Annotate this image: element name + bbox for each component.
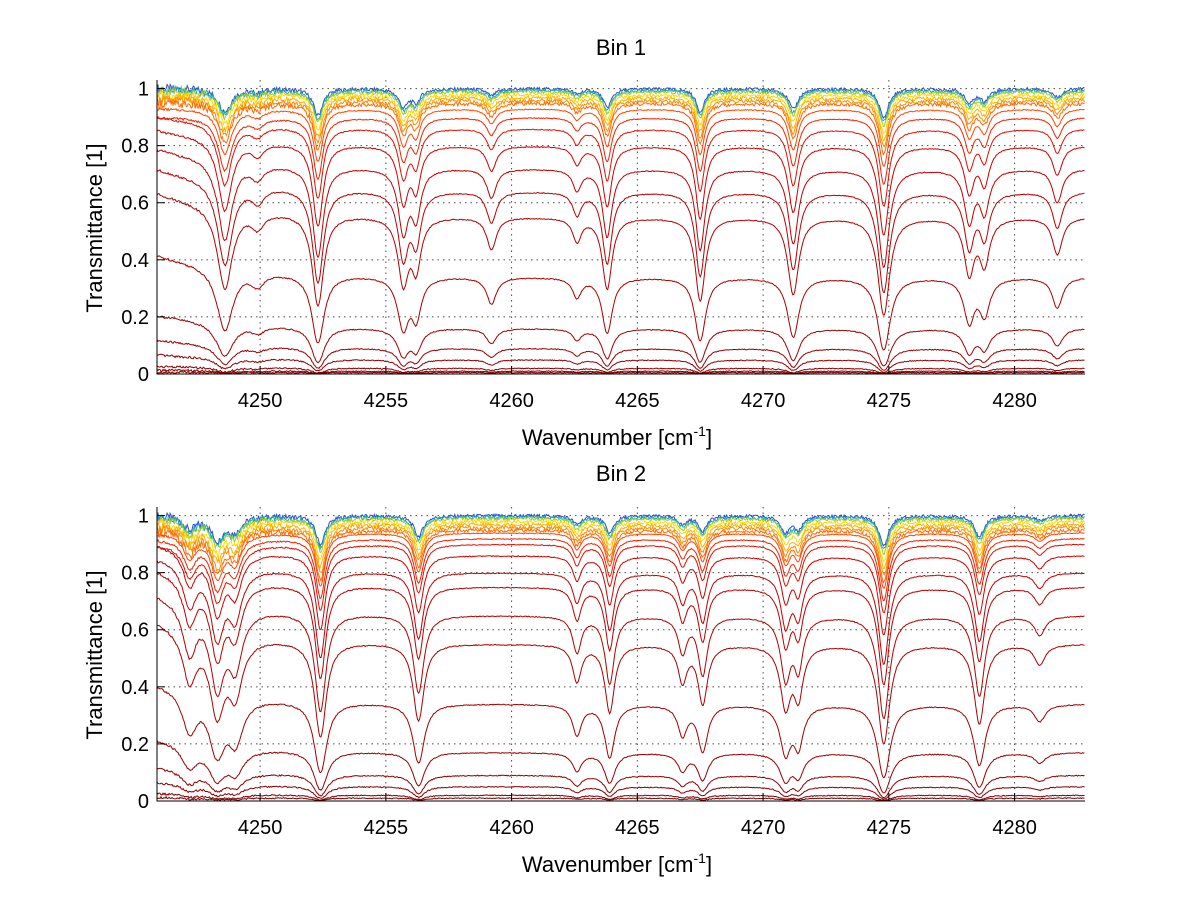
bin-2-y-axis-label: Transmittance [1]	[82, 570, 107, 739]
x-tick-label: 4265	[615, 390, 660, 412]
x-tick-label: 4250	[238, 390, 283, 412]
transmittance-series-5	[156, 93, 1085, 142]
bin-2-axes	[156, 507, 1085, 802]
transmittance-series-19	[156, 365, 1085, 374]
y-tick-label: 1	[138, 79, 149, 101]
transmittance-series-4	[156, 89, 1085, 136]
transmittance-series-16	[156, 315, 1085, 367]
x-tick-label: 4255	[364, 390, 409, 412]
bin-1-y-axis-label: Transmittance [1]	[82, 143, 107, 312]
x-tick-label: 4280	[992, 390, 1037, 412]
y-tick-label: 0.2	[121, 307, 149, 329]
axis-lines	[156, 80, 1085, 375]
transmittance-series-7	[156, 526, 1085, 585]
transmittance-series-20	[156, 368, 1085, 374]
transmittance-series-12	[156, 560, 1085, 666]
transmittance-series-18	[156, 353, 1085, 373]
bin-1-y-ticks: 0 0.2 0.4 0.6 0.8 1	[121, 79, 165, 386]
bin-1-x-axis-label: Wavenumber [cm-1]	[522, 423, 712, 450]
transmittance-series-8	[156, 532, 1085, 589]
bin-1-traces	[156, 82, 1085, 374]
transmittance-series-20	[156, 792, 1085, 801]
bin-1-axes	[156, 80, 1085, 375]
transmittance-series-16	[156, 686, 1085, 779]
transmittance-series-17	[156, 740, 1085, 794]
y-tick-label: 0.8	[121, 563, 149, 585]
y-tick-label: 0.6	[121, 193, 149, 215]
bin-2-x-axis-label: Wavenumber [cm-1]	[522, 850, 712, 877]
bin-2-panel: Bin 2 4250 4255 4260 4265 4270 4275 4280 00.20…	[82, 461, 1085, 877]
x-tick-label: 4275	[867, 390, 912, 412]
bin-2-grid	[157, 507, 1085, 802]
transmittance-series-13	[156, 168, 1085, 294]
transmittance-series-9	[156, 537, 1085, 602]
y-tick-label: 0.8	[121, 136, 149, 158]
y-tick-label: 0.4	[121, 250, 149, 272]
transmittance-series-4	[156, 517, 1085, 564]
x-tick-label: 4275	[867, 817, 912, 839]
bin-2-traces	[156, 511, 1085, 801]
bin-1-grid	[157, 80, 1085, 375]
transmittance-series-10	[156, 543, 1085, 614]
transmittance-series-6	[156, 95, 1085, 148]
x-tick-label: 4265	[615, 817, 660, 839]
transmittance-series-19	[156, 781, 1085, 800]
transmittance-series-18	[156, 767, 1085, 799]
transmittance-series-8	[157, 107, 1085, 167]
x-tick-label: 4260	[489, 817, 534, 839]
transmittance-series-14	[156, 192, 1085, 316]
transmittance-series-7	[156, 98, 1085, 156]
transmittance-series-21	[156, 795, 1085, 801]
x-tick-label: 4280	[992, 817, 1037, 839]
axis-lines	[156, 507, 1085, 802]
y-tick-label: 1	[138, 506, 149, 528]
x-tick-label: 4250	[238, 817, 283, 839]
transmittance-series-3	[156, 86, 1085, 128]
bin-2-title: Bin 2	[596, 461, 646, 486]
bin-2-x-ticks: 4250 4255 4260 4265 4270 4275 4280	[238, 793, 1037, 839]
transmittance-series-3	[156, 515, 1085, 556]
transmittance-series-1	[156, 511, 1085, 548]
transmittance-series-11	[156, 545, 1085, 636]
transmittance-series-5	[156, 521, 1085, 570]
transmittance-series-21	[156, 370, 1085, 374]
bin-2-y-ticks: 0 0.2 0.4 0.6 0.8 1	[121, 506, 165, 813]
transmittance-series-17	[156, 339, 1085, 371]
y-tick-label: 0.4	[121, 677, 149, 699]
bin-1-title: Bin 1	[596, 35, 646, 60]
transmittance-series-1	[156, 82, 1085, 119]
transmittance-series-15	[156, 624, 1085, 745]
transmittance-series-6	[156, 524, 1085, 576]
y-tick-label: 0	[138, 791, 149, 813]
transmittance-series-14	[156, 597, 1085, 720]
bin-1-x-ticks: 4250 4255 4260 4265 4270 4275 4280	[238, 366, 1037, 412]
y-tick-label: 0.2	[121, 734, 149, 756]
y-tick-label: 0	[138, 364, 149, 386]
x-tick-label: 4260	[489, 390, 534, 412]
transmittance-series-9	[156, 115, 1085, 185]
transmittance-series-11	[156, 129, 1085, 236]
x-tick-label: 4270	[741, 390, 786, 412]
bin-1-panel: Bin 1 4250 4255 4260 4265 4270 4275 4280 00.20…	[82, 35, 1085, 450]
transmittance-series-12	[156, 149, 1085, 268]
transmittance-series-15	[156, 255, 1085, 351]
y-tick-label: 0.6	[121, 620, 149, 642]
x-tick-label: 4270	[741, 817, 786, 839]
x-tick-label: 4255	[364, 817, 409, 839]
transmittance-series-13	[156, 572, 1085, 686]
transmittance-series-10	[156, 116, 1085, 207]
